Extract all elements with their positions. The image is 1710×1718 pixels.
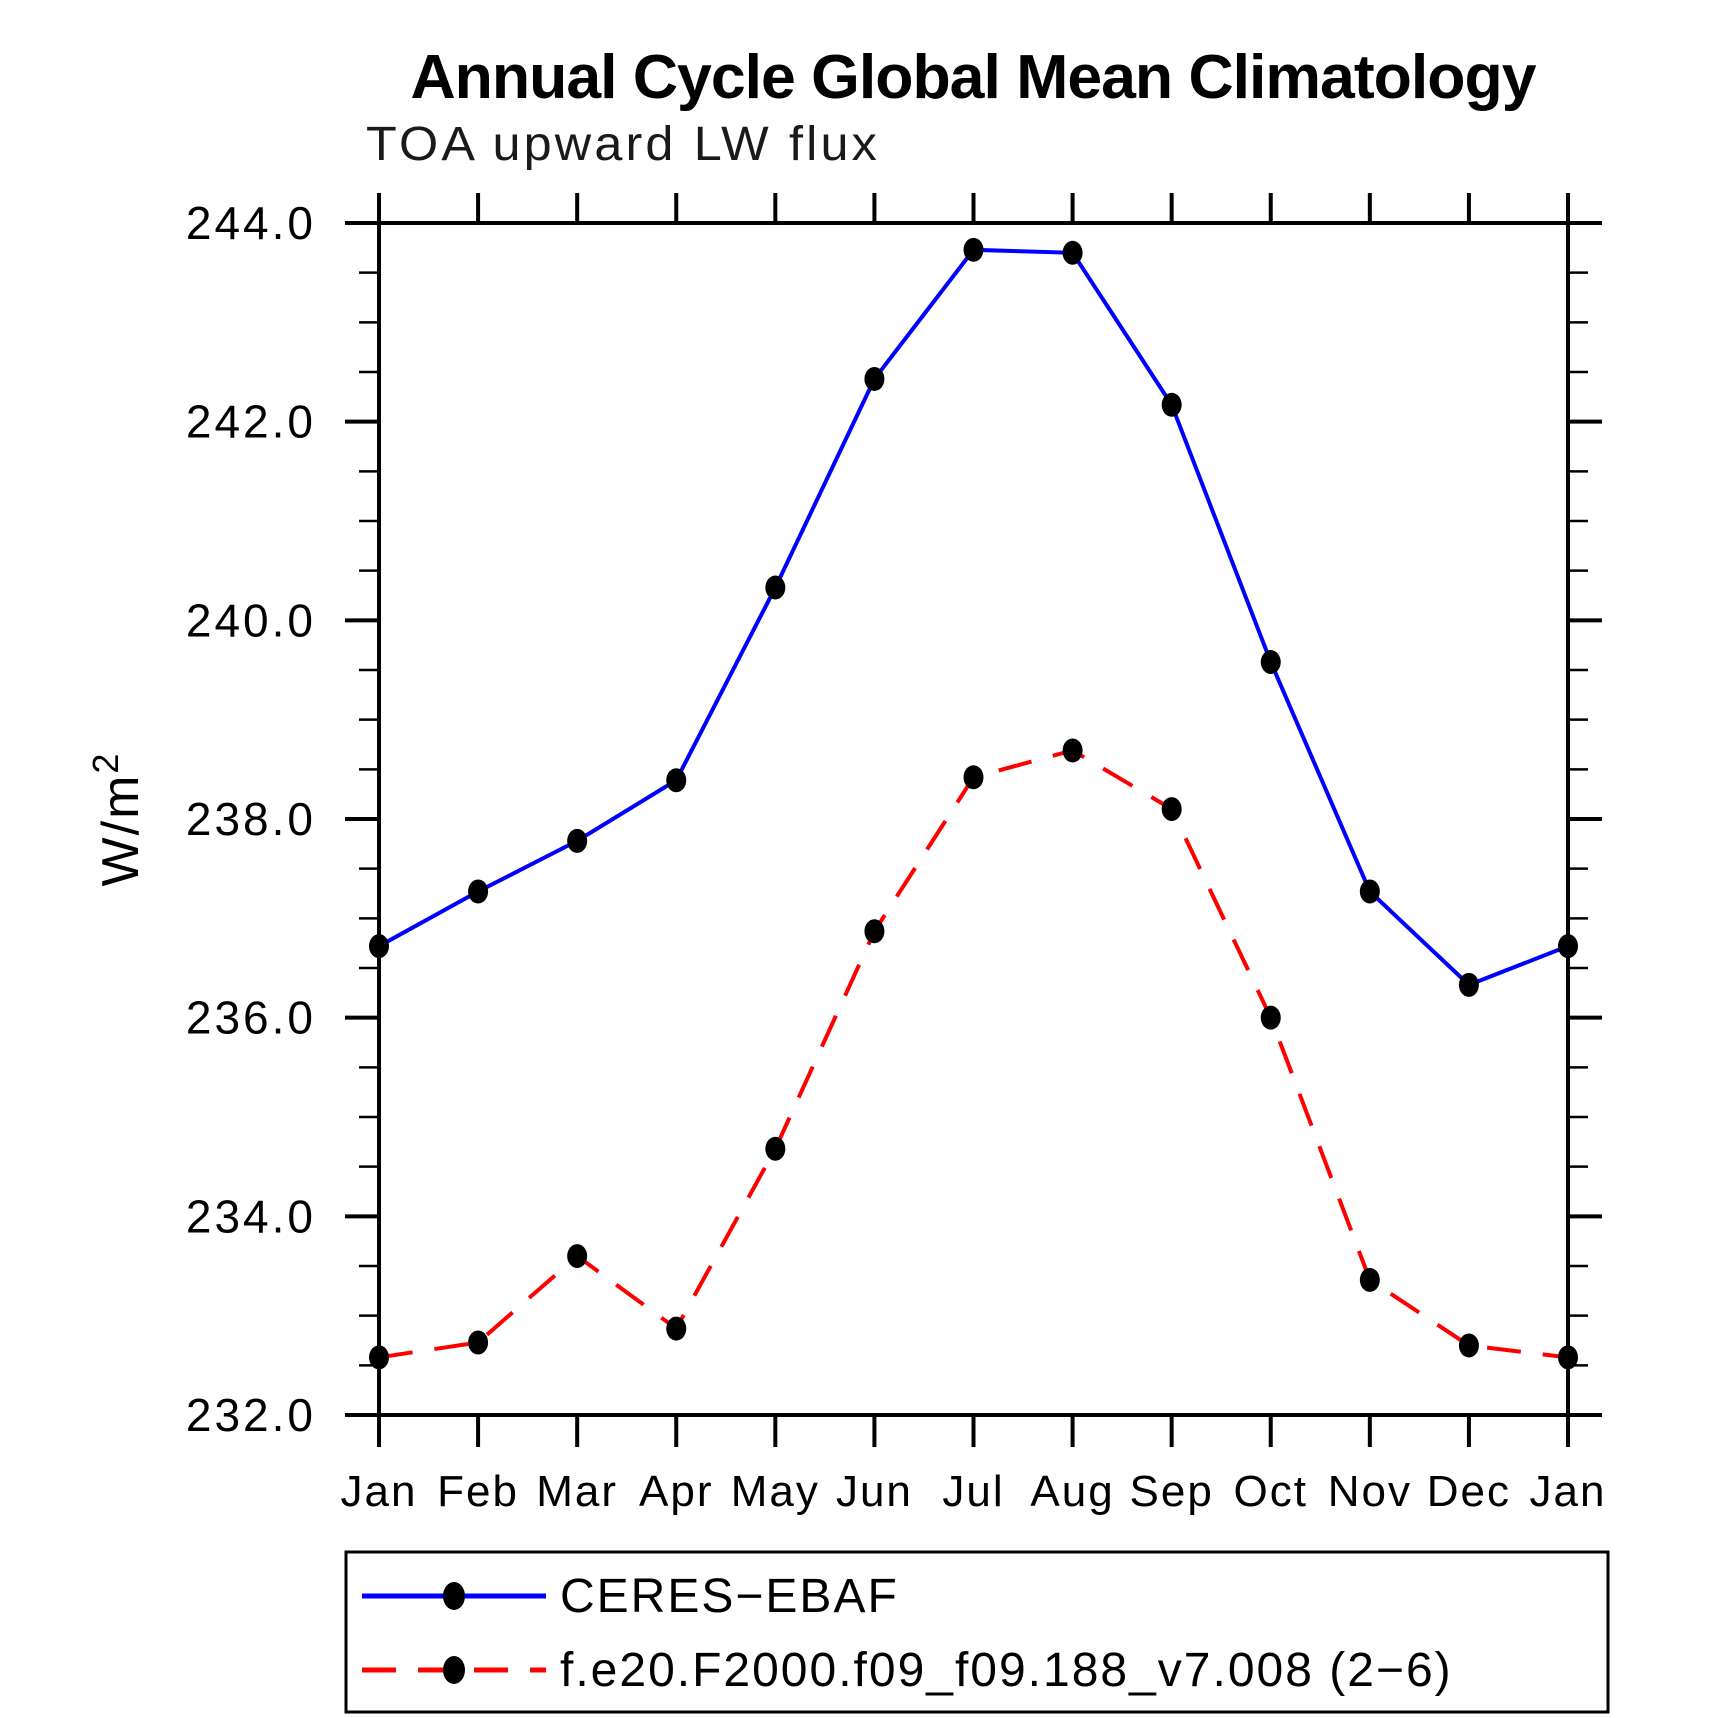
legend-label: CERES−EBAF <box>560 1570 899 1623</box>
data-series <box>369 237 1578 1370</box>
x-axis-tick-label: May <box>731 1467 820 1516</box>
chart-subtitle: TOA upward LW flux <box>366 118 880 171</box>
data-point-marker-ceres-ebaf <box>1161 392 1182 417</box>
legend-box <box>344 1550 1610 1714</box>
y-axis-tick-label: 240.0 <box>186 594 316 646</box>
data-point-marker-f-e20-f2000-f09-f09-188-v7-008-2-6 <box>666 1316 687 1341</box>
y-axis-tick-label: 244.0 <box>186 197 316 249</box>
series-line-ceres-ebaf <box>378 247 1569 988</box>
data-point-marker-f-e20-f2000-f09-f09-188-v7-008-2-6 <box>1359 1267 1380 1292</box>
data-point-marker-ceres-ebaf <box>666 768 687 793</box>
data-point-marker-ceres-ebaf <box>963 237 984 262</box>
x-axis-tick-label: Feb <box>437 1467 519 1516</box>
x-axis-tick-label: Jan <box>1530 1467 1607 1516</box>
data-point-marker-ceres-ebaf <box>468 879 489 904</box>
data-point-marker-f-e20-f2000-f09-f09-188-v7-008-2-6 <box>369 1345 389 1370</box>
data-point-marker-ceres-ebaf <box>1458 972 1479 997</box>
x-axis-tick-label: Oct <box>1234 1467 1308 1516</box>
data-point-marker-f-e20-f2000-f09-f09-188-v7-008-2-6 <box>864 919 885 944</box>
data-point-marker-f-e20-f2000-f09-f09-188-v7-008-2-6 <box>468 1330 489 1355</box>
data-point-marker-f-e20-f2000-f09-f09-188-v7-008-2-6 <box>963 765 984 790</box>
legend-entry-ceres-ebaf: CERES−EBAF <box>362 1570 899 1623</box>
page-title: Annual Cycle Global Mean Climatology <box>411 43 1538 112</box>
x-axis-tick-label: Jun <box>836 1467 913 1516</box>
legend: CERES−EBAF f.e20.F2000.f09_f09.188_v7.00… <box>344 1550 1610 1714</box>
data-point-marker-ceres-ebaf <box>864 366 885 391</box>
x-axis-tick-label: Nov <box>1328 1467 1412 1516</box>
x-axis-tick-label: Dec <box>1427 1467 1511 1516</box>
y-axis-tick-label: 236.0 <box>186 992 316 1044</box>
data-point-marker-f-e20-f2000-f09-f09-188-v7-008-2-6 <box>1161 797 1182 822</box>
data-point-marker-f-e20-f2000-f09-f09-188-v7-008-2-6 <box>567 1244 588 1269</box>
legend-marker-circle <box>443 1582 465 1610</box>
data-point-marker-ceres-ebaf <box>369 934 389 959</box>
legend-entry-model: f.e20.F2000.f09_f09.188_v7.008 (2−6) <box>362 1644 1453 1697</box>
data-point-marker-ceres-ebaf <box>1359 879 1380 904</box>
x-axis-tick-label: Aug <box>1030 1467 1114 1516</box>
x-axis-tick-label: Mar <box>536 1467 618 1516</box>
data-point-marker-f-e20-f2000-f09-f09-188-v7-008-2-6 <box>765 1136 786 1161</box>
y-axis-tick-label: 238.0 <box>186 793 316 845</box>
legend-marker-circle <box>443 1656 465 1684</box>
data-point-marker-f-e20-f2000-f09-f09-188-v7-008-2-6 <box>1458 1333 1479 1358</box>
data-point-marker-ceres-ebaf <box>765 575 786 600</box>
data-point-marker-f-e20-f2000-f09-f09-188-v7-008-2-6 <box>1062 738 1083 763</box>
y-axis-tick-label: 242.0 <box>186 396 316 448</box>
y-axis-title: W/m2 <box>85 752 150 887</box>
x-axis-tick-label: Jul <box>942 1467 1004 1516</box>
data-point-marker-ceres-ebaf <box>567 828 588 853</box>
data-point-marker-ceres-ebaf <box>1558 934 1578 959</box>
x-axis-tick-label: Sep <box>1130 1467 1214 1516</box>
series-line-f-e20-f2000-f09-f09-188-v7-008-2-6 <box>378 748 1569 1360</box>
data-point-marker-ceres-ebaf <box>1260 650 1281 675</box>
plot-frame <box>377 221 1570 1417</box>
data-point-marker-f-e20-f2000-f09-f09-188-v7-008-2-6 <box>1558 1345 1578 1370</box>
data-point-marker-ceres-ebaf <box>1062 240 1083 265</box>
x-axis-tick-label: Jan <box>341 1467 418 1516</box>
y-axis-tick-label: 232.0 <box>186 1389 316 1441</box>
data-point-marker-f-e20-f2000-f09-f09-188-v7-008-2-6 <box>1260 1005 1281 1030</box>
x-axis-tick-label: Apr <box>639 1467 713 1516</box>
legend-label: f.e20.F2000.f09_f09.188_v7.008 (2−6) <box>560 1644 1453 1697</box>
axes: 232.0 234.0 236.0 238.0 240.0 242.0 244.0 Jan Fe… <box>186 193 1607 1516</box>
y-axis-tick-label: 234.0 <box>186 1190 316 1242</box>
